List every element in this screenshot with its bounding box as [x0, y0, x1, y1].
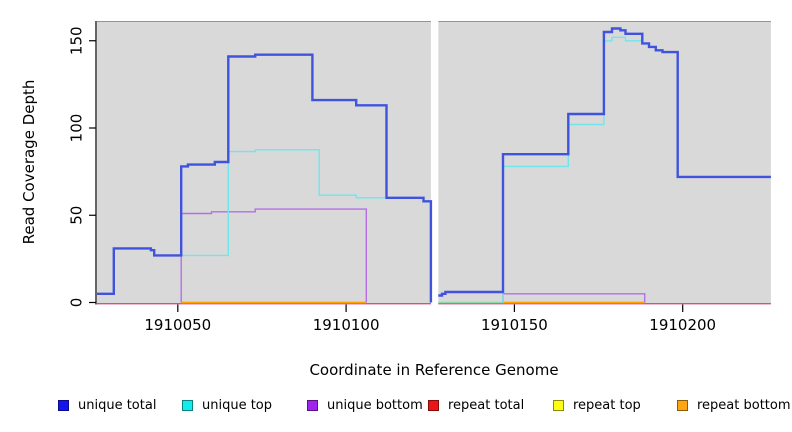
legend-swatch-icon	[58, 400, 69, 411]
plot-area: 0 50 100 150 1910050 1910100 1910150 1910200	[68, 21, 771, 334]
legend-label: repeat total	[448, 398, 525, 413]
legend-label: unique total	[78, 398, 157, 413]
legend-swatch-icon	[677, 400, 688, 411]
legend-swatch-icon	[307, 400, 318, 411]
panel-left	[97, 21, 431, 304]
x-tick-label: 1910100	[313, 316, 380, 334]
y-tick-label: 50	[68, 206, 86, 225]
x-axis-title: Coordinate in Reference Genome	[309, 361, 559, 379]
legend-label: repeat top	[573, 398, 641, 413]
legend-swatch-icon	[182, 400, 193, 411]
series-unique-total-right-panel-	[438, 27, 771, 297]
x-tick-label: 1910150	[481, 316, 548, 334]
legend-item-repeat-total: repeat total	[428, 398, 524, 413]
y-tick-label: 100	[68, 114, 86, 143]
legend-item-unique-total: unique total	[58, 398, 156, 413]
y-tick-label: 150	[68, 26, 86, 55]
legend-label: repeat bottom	[697, 398, 791, 413]
legend-item-repeat-bottom: repeat bottom	[677, 398, 791, 413]
legend-label: unique bottom	[327, 398, 423, 413]
legend-item-unique-bottom: unique bottom	[307, 398, 423, 413]
y-tick-label: 0	[68, 298, 86, 308]
x-tick-label: 1910050	[144, 316, 211, 334]
legend-item-repeat-top: repeat top	[553, 398, 641, 413]
legend-swatch-icon	[553, 400, 564, 411]
series-unique-total-left-panel-	[97, 53, 433, 303]
legend-label: unique top	[202, 398, 273, 413]
y-axis-title: Read Coverage Depth	[20, 79, 38, 245]
legend-swatch-icon	[428, 400, 439, 411]
legend-item-unique-top: unique top	[182, 398, 272, 413]
x-tick-label: 1910200	[649, 316, 716, 334]
series-unique-bottom-left-panel-	[180, 208, 367, 303]
